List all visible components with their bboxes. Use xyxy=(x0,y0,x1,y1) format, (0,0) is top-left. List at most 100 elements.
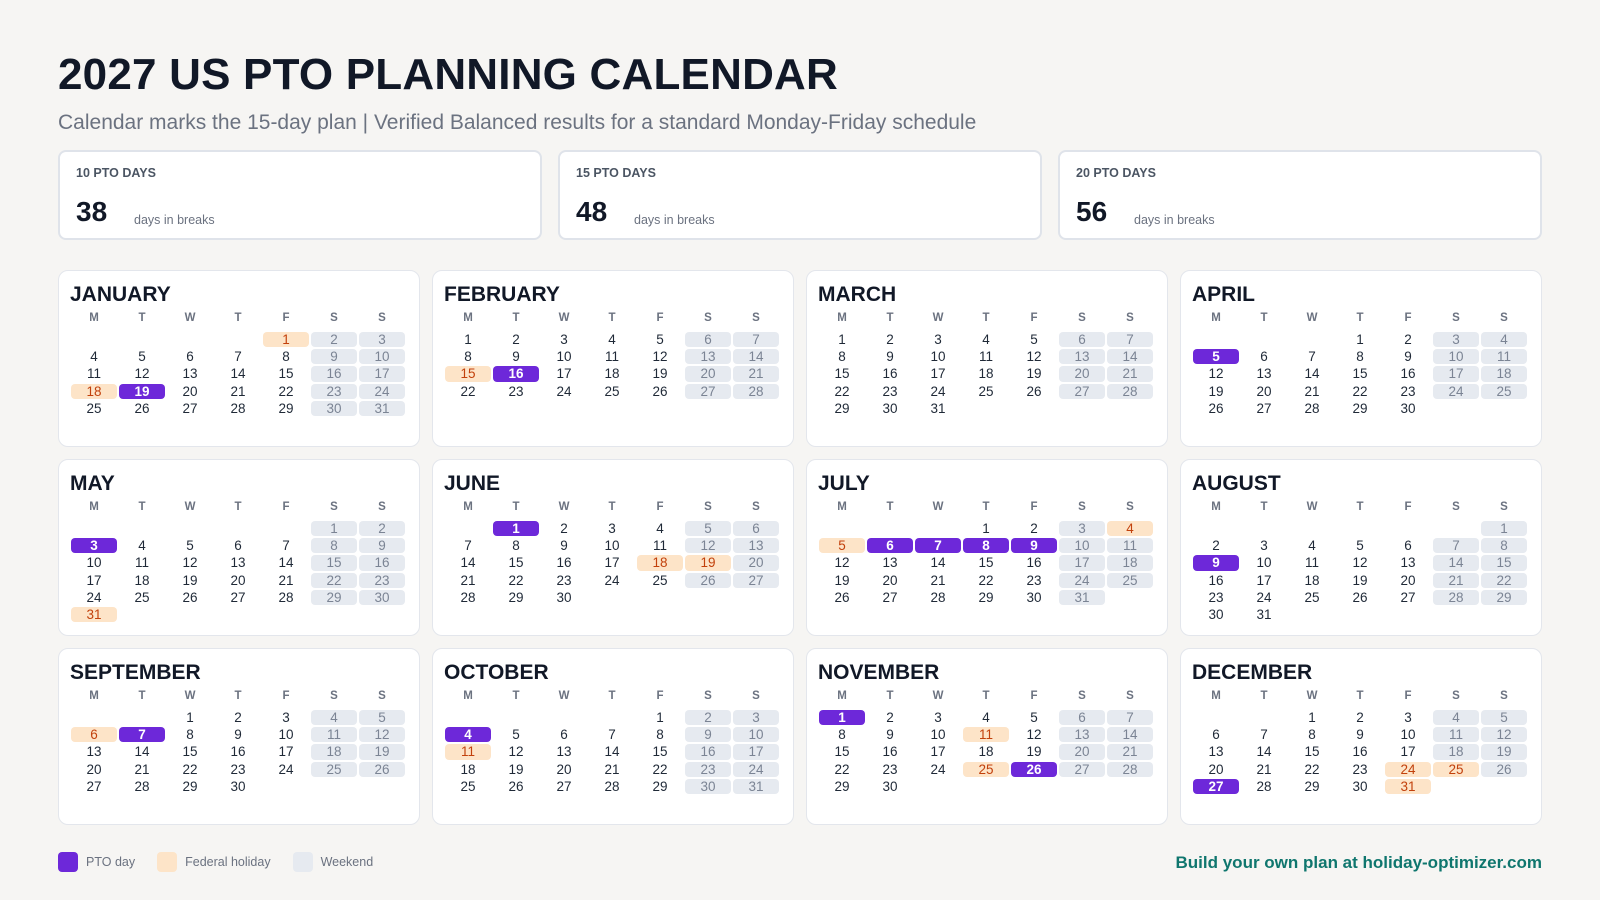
weekday-header: F xyxy=(1404,690,1412,702)
day-cell: 28 xyxy=(930,589,946,605)
weekday-header: W xyxy=(558,501,570,513)
day-cell: 14 xyxy=(604,744,620,760)
weekend-day-cell: 28 xyxy=(1432,589,1480,606)
weekend-day-cell: 20 xyxy=(1058,743,1106,760)
day-cell: 22 xyxy=(508,572,524,588)
day-cell: 24 xyxy=(278,761,294,777)
weekday-header: W xyxy=(1306,690,1318,702)
day-cell: 29 xyxy=(1304,778,1320,794)
day-cell: 4 xyxy=(138,538,146,554)
weekday-header: T xyxy=(512,312,520,324)
day-cell: 28 xyxy=(134,778,150,794)
day-cell: 27 xyxy=(230,589,246,605)
summary-card-label: 20 PTO DAYS xyxy=(1076,166,1156,180)
weekend-day-cell: 11 xyxy=(1432,726,1480,743)
day-cell: 30 xyxy=(1026,589,1042,605)
weekend-day-cell: 25 xyxy=(310,761,358,778)
day-cell: 21 xyxy=(1304,383,1320,399)
weekend-day-cell: 27 xyxy=(1058,383,1106,400)
weekend-day-cell: 6 xyxy=(684,331,732,348)
cta-link[interactable]: Build your own plan at holiday-optimizer… xyxy=(1175,853,1542,872)
weekend-day-cell: 25 xyxy=(1106,572,1154,589)
pto-day-cell: 27 xyxy=(1192,778,1240,795)
day-cell: 17 xyxy=(278,744,294,760)
day-cell: 22 xyxy=(978,572,994,588)
day-cell: 4 xyxy=(90,349,98,365)
weekday-header: T xyxy=(886,312,894,324)
day-cell: 26 xyxy=(182,589,198,605)
holiday-day-cell: 15 xyxy=(444,365,492,382)
day-cell: 29 xyxy=(1352,400,1368,416)
weekday-header: F xyxy=(1030,501,1038,513)
weekend-day-cell: 30 xyxy=(684,778,732,795)
month-name: JANUARY xyxy=(70,283,171,306)
day-cell: 15 xyxy=(978,555,994,571)
weekday-header: T xyxy=(1260,690,1268,702)
day-cell: 8 xyxy=(282,349,290,365)
empty-day-cell xyxy=(492,709,540,726)
weekend-day-cell: 2 xyxy=(310,331,358,348)
day-cell: 12 xyxy=(652,349,668,365)
summary-card-value: 38 xyxy=(76,196,108,227)
weekend-day-cell: 31 xyxy=(358,400,406,417)
weekend-day-cell: 20 xyxy=(684,365,732,382)
weekday-header: T xyxy=(982,312,990,324)
weekend-day-cell: 5 xyxy=(684,520,732,537)
calendar-grid: JANUARY M T W T F S S 1 2 3 4 5 6 7 8 9 10 11 12 13 14 15 16 17 1… xyxy=(58,270,1542,825)
day-cell: 9 xyxy=(1356,727,1364,743)
empty-day-cell xyxy=(166,331,214,348)
weekday-header: W xyxy=(558,312,570,324)
day-cell: 12 xyxy=(508,744,524,760)
weekend-day-cell: 18 xyxy=(1432,743,1480,760)
weekday-header: S xyxy=(330,312,338,324)
summary-card-label: 15 PTO DAYS xyxy=(576,166,656,180)
weekend-day-cell: 1 xyxy=(310,520,358,537)
weekend-day-cell: 20 xyxy=(1058,365,1106,382)
month-card-april: APRIL M T W T F S S 1 2 3 4 5 6 7 8 9 10 11 12 13 14 15 16 17 18 1… xyxy=(1180,270,1542,447)
day-cell: 15 xyxy=(182,744,198,760)
summary-card-label: 10 PTO DAYS xyxy=(76,166,156,180)
day-grid: 1 2 3 4 5 6 7 8 9 10 11 12 13 14 15 16 17 18 19 20 21 22 23 24 2… xyxy=(1192,520,1528,623)
summary-card-unit: days in breaks xyxy=(1134,213,1215,227)
day-cell: 5 xyxy=(186,538,194,554)
day-cell: 3 xyxy=(608,521,616,536)
day-cell: 22 xyxy=(834,761,850,777)
day-cell: 21 xyxy=(230,383,246,399)
weekday-header: F xyxy=(282,501,290,513)
day-cell: 18 xyxy=(978,366,994,382)
weekend-day-cell: 18 xyxy=(310,743,358,760)
weekend-day-cell: 24 xyxy=(732,761,780,778)
weekday-header: S xyxy=(1126,690,1134,702)
legend-label: PTO day xyxy=(86,855,136,869)
day-cell: 6 xyxy=(1212,727,1220,743)
weekday-header: S xyxy=(1126,312,1134,324)
weekday-header: S xyxy=(330,501,338,513)
weekend-day-cell: 9 xyxy=(684,726,732,743)
holiday-day-cell: 18 xyxy=(636,554,684,571)
day-cell: 10 xyxy=(86,555,102,571)
weekday-header: S xyxy=(752,690,760,702)
holiday-day-cell: 11 xyxy=(962,726,1010,743)
weekend-day-cell: 26 xyxy=(1480,761,1528,778)
weekend-day-cell: 9 xyxy=(310,348,358,365)
weekday-header: T xyxy=(608,312,616,324)
weekend-day-cell: 17 xyxy=(358,365,406,382)
day-cell: 8 xyxy=(1356,349,1364,365)
weekday-header: S xyxy=(1500,312,1508,324)
empty-day-cell xyxy=(118,709,166,726)
day-cell: 2 xyxy=(1030,521,1038,536)
day-cell: 20 xyxy=(1400,572,1416,588)
weekday-header: F xyxy=(656,501,664,513)
day-grid: 1 2 3 4 5 6 7 8 9 10 11 12 13 14 15 16 17 18 19 20 21 22 23 24 2… xyxy=(444,709,780,795)
day-grid: 1 2 3 4 5 6 7 8 9 10 11 12 13 14 15 16 17 18 19 20 21 22 23 24 2… xyxy=(70,709,406,795)
day-cell: 29 xyxy=(508,589,524,605)
pto-day-cell: 3 xyxy=(70,537,118,554)
weekend-day-cell: 26 xyxy=(358,761,406,778)
weekday-header: S xyxy=(1452,501,1460,513)
day-grid: 1 2 3 4 5 6 7 8 9 10 11 12 13 14 15 16 17 18 19 20 21 22 23 24 2… xyxy=(1192,331,1528,417)
summary-card-unit: days in breaks xyxy=(634,213,715,227)
empty-day-cell xyxy=(540,709,588,726)
day-cell: 15 xyxy=(508,555,524,571)
